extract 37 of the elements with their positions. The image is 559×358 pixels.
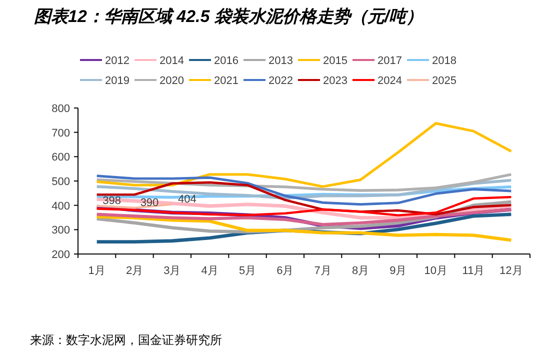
x-tick-label: 11月: [462, 265, 485, 277]
legend-label: 2024: [378, 75, 402, 87]
data-label: 390: [140, 196, 159, 209]
y-tick-label: 500: [52, 176, 70, 188]
legend-label: 2015: [323, 55, 348, 67]
legend-label: 2014: [160, 55, 184, 67]
x-tick-label: 2月: [126, 265, 144, 277]
legend-label: 2019: [105, 75, 130, 87]
y-tick-label: 800: [52, 103, 70, 115]
x-tick-label: 7月: [314, 265, 332, 277]
x-tick-label: 1月: [88, 265, 106, 277]
legend-label: 2023: [323, 75, 348, 87]
x-tick-label: 5月: [238, 265, 256, 277]
legend-label: 2017: [378, 55, 402, 67]
source-note: 来源：数字水泥网，国金证券研究所: [30, 333, 222, 347]
legend-label: 2016: [214, 55, 238, 67]
y-tick-label: 600: [52, 152, 70, 164]
x-tick-label: 6月: [276, 265, 294, 277]
legend-label: 2020: [160, 75, 184, 87]
legend-label: 2012: [105, 55, 130, 67]
x-tick-label: 9月: [390, 265, 407, 277]
y-tick-label: 700: [52, 127, 70, 140]
y-tick-label: 400: [52, 200, 70, 212]
y-tick-label: 300: [52, 224, 70, 237]
legend-label: 2018: [432, 55, 456, 67]
x-tick-label: 10月: [424, 265, 448, 277]
chart-title: 图表12：华南区域 42.5 袋装水泥价格走势（元/吨）: [34, 7, 424, 26]
legend-label: 2013: [268, 55, 293, 67]
legend-label: 2025: [432, 75, 456, 87]
data-label: 398: [102, 194, 122, 207]
legend-label: 2021: [214, 75, 238, 87]
x-tick-label: 4月: [201, 265, 218, 277]
y-tick-label: 200: [52, 249, 70, 261]
x-tick-label: 12月: [500, 265, 523, 277]
x-tick-label: 3月: [164, 265, 181, 277]
legend-label: 2022: [268, 75, 293, 87]
x-tick-label: 8月: [352, 265, 370, 277]
